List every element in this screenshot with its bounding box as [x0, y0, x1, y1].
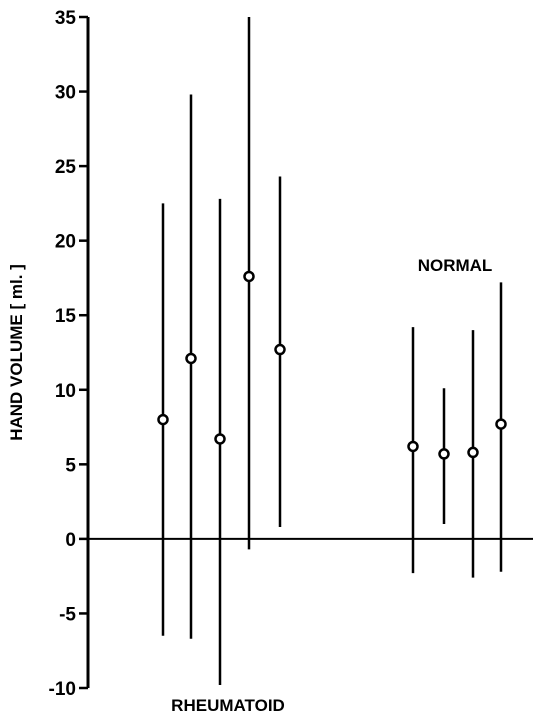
mean-point	[214, 433, 226, 445]
group-label-rheumatoid: RHEUMATOID	[171, 696, 285, 715]
y-ticks: -10 -5 0 5 10 15 20 25 30 35	[49, 8, 88, 700]
y-tick-label: -10	[49, 679, 76, 700]
y-tick-label: 5	[65, 455, 76, 476]
mean-point	[243, 270, 255, 283]
data-marks	[157, 17, 507, 686]
y-tick-label: 15	[55, 306, 77, 327]
y-axis-title: HAND VOLUME [ ml. ]	[7, 264, 26, 441]
y-tick-label: 0	[65, 530, 76, 551]
mean-point	[157, 413, 169, 426]
mean-point	[495, 418, 507, 430]
mean-point	[407, 440, 419, 453]
y-tick-label: 30	[55, 83, 76, 104]
y-tick-label: 35	[55, 8, 77, 29]
y-tick-label: 20	[55, 232, 76, 253]
mean-point	[185, 352, 197, 365]
axes	[86, 17, 533, 688]
mean-point	[438, 448, 450, 460]
group-label-normal: NORMAL	[418, 256, 493, 275]
mean-point	[274, 343, 286, 356]
mean-point	[467, 446, 479, 459]
y-tick-label: 25	[55, 157, 77, 178]
y-tick-label: 10	[55, 381, 76, 402]
y-tick-label: -5	[59, 604, 76, 625]
